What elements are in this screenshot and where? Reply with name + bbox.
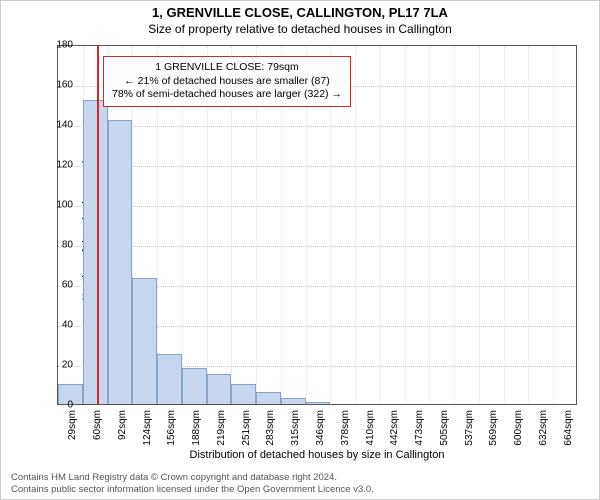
bar bbox=[108, 120, 133, 404]
x-tick-label: 600sqm bbox=[513, 410, 524, 446]
y-tick-label: 0 bbox=[43, 400, 73, 411]
y-tick-label: 100 bbox=[43, 200, 73, 211]
x-axis-label: Distribution of detached houses by size … bbox=[190, 449, 445, 461]
x-tick-label: 632sqm bbox=[538, 410, 549, 446]
x-tick-label: 505sqm bbox=[439, 410, 450, 446]
y-tick-label: 80 bbox=[43, 240, 73, 251]
gridline-v bbox=[479, 46, 480, 404]
x-tick-label: 60sqm bbox=[92, 410, 103, 440]
plot-region: 29sqm60sqm92sqm124sqm156sqm188sqm219sqm2… bbox=[57, 45, 577, 405]
gridline-v bbox=[553, 46, 554, 404]
bar bbox=[157, 354, 182, 404]
x-tick-label: 410sqm bbox=[365, 410, 376, 446]
x-tick-label: 92sqm bbox=[117, 410, 128, 440]
x-tick-label: 124sqm bbox=[142, 410, 153, 446]
x-tick-label: 156sqm bbox=[166, 410, 177, 446]
annotation-line-1: 1 GRENVILLE CLOSE: 79sqm bbox=[112, 61, 342, 75]
chart-container: 1, GRENVILLE CLOSE, CALLINGTON, PL17 7LA… bbox=[0, 0, 600, 500]
y-tick-label: 140 bbox=[43, 120, 73, 131]
x-tick-label: 442sqm bbox=[389, 410, 400, 446]
x-tick-label: 219sqm bbox=[216, 410, 227, 446]
gridline-v bbox=[355, 46, 356, 404]
marker-line bbox=[97, 46, 99, 404]
bar bbox=[182, 368, 207, 404]
x-tick-label: 569sqm bbox=[488, 410, 499, 446]
footer-attribution: Contains HM Land Registry data © Crown c… bbox=[11, 472, 374, 495]
x-tick-label: 188sqm bbox=[191, 410, 202, 446]
y-tick-label: 180 bbox=[43, 40, 73, 51]
gridline-v bbox=[454, 46, 455, 404]
gridline-v bbox=[380, 46, 381, 404]
bar bbox=[207, 374, 232, 404]
gridline-h bbox=[58, 126, 576, 127]
annotation-line-2: ← 21% of detached houses are smaller (87… bbox=[112, 75, 342, 89]
x-tick-label: 346sqm bbox=[315, 410, 326, 446]
x-tick-label: 473sqm bbox=[414, 410, 425, 446]
bar bbox=[281, 398, 306, 404]
x-tick-label: 378sqm bbox=[340, 410, 351, 446]
footer-line-1: Contains HM Land Registry data © Crown c… bbox=[11, 472, 374, 483]
y-tick-label: 160 bbox=[43, 80, 73, 91]
bar bbox=[256, 392, 281, 404]
x-tick-label: 283sqm bbox=[265, 410, 276, 446]
bar bbox=[83, 100, 108, 404]
annotation-box: 1 GRENVILLE CLOSE: 79sqm← 21% of detache… bbox=[103, 56, 351, 107]
gridline-h bbox=[58, 166, 576, 167]
chart-subtitle: Size of property relative to detached ho… bbox=[1, 22, 599, 36]
y-tick-label: 40 bbox=[43, 320, 73, 331]
gridline-h bbox=[58, 246, 576, 247]
x-tick-label: 29sqm bbox=[67, 410, 78, 440]
footer-line-2: Contains public sector information licen… bbox=[11, 484, 374, 495]
y-tick-label: 120 bbox=[43, 160, 73, 171]
x-tick-label: 315sqm bbox=[290, 410, 301, 446]
x-tick-label: 664sqm bbox=[563, 410, 574, 446]
gridline-v bbox=[528, 46, 529, 404]
y-tick-label: 20 bbox=[43, 360, 73, 371]
annotation-line-3: 78% of semi-detached houses are larger (… bbox=[112, 88, 342, 102]
x-tick-label: 537sqm bbox=[464, 410, 475, 446]
bar bbox=[306, 402, 331, 404]
bar bbox=[231, 384, 256, 404]
gridline-v bbox=[429, 46, 430, 404]
chart-area: Number of detached properties Distributi… bbox=[57, 45, 577, 405]
y-tick-label: 60 bbox=[43, 280, 73, 291]
gridline-v bbox=[504, 46, 505, 404]
x-tick-label: 251sqm bbox=[241, 410, 252, 446]
gridline-v bbox=[405, 46, 406, 404]
gridline-h bbox=[58, 206, 576, 207]
chart-title: 1, GRENVILLE CLOSE, CALLINGTON, PL17 7LA bbox=[1, 5, 599, 20]
bar bbox=[132, 278, 157, 404]
